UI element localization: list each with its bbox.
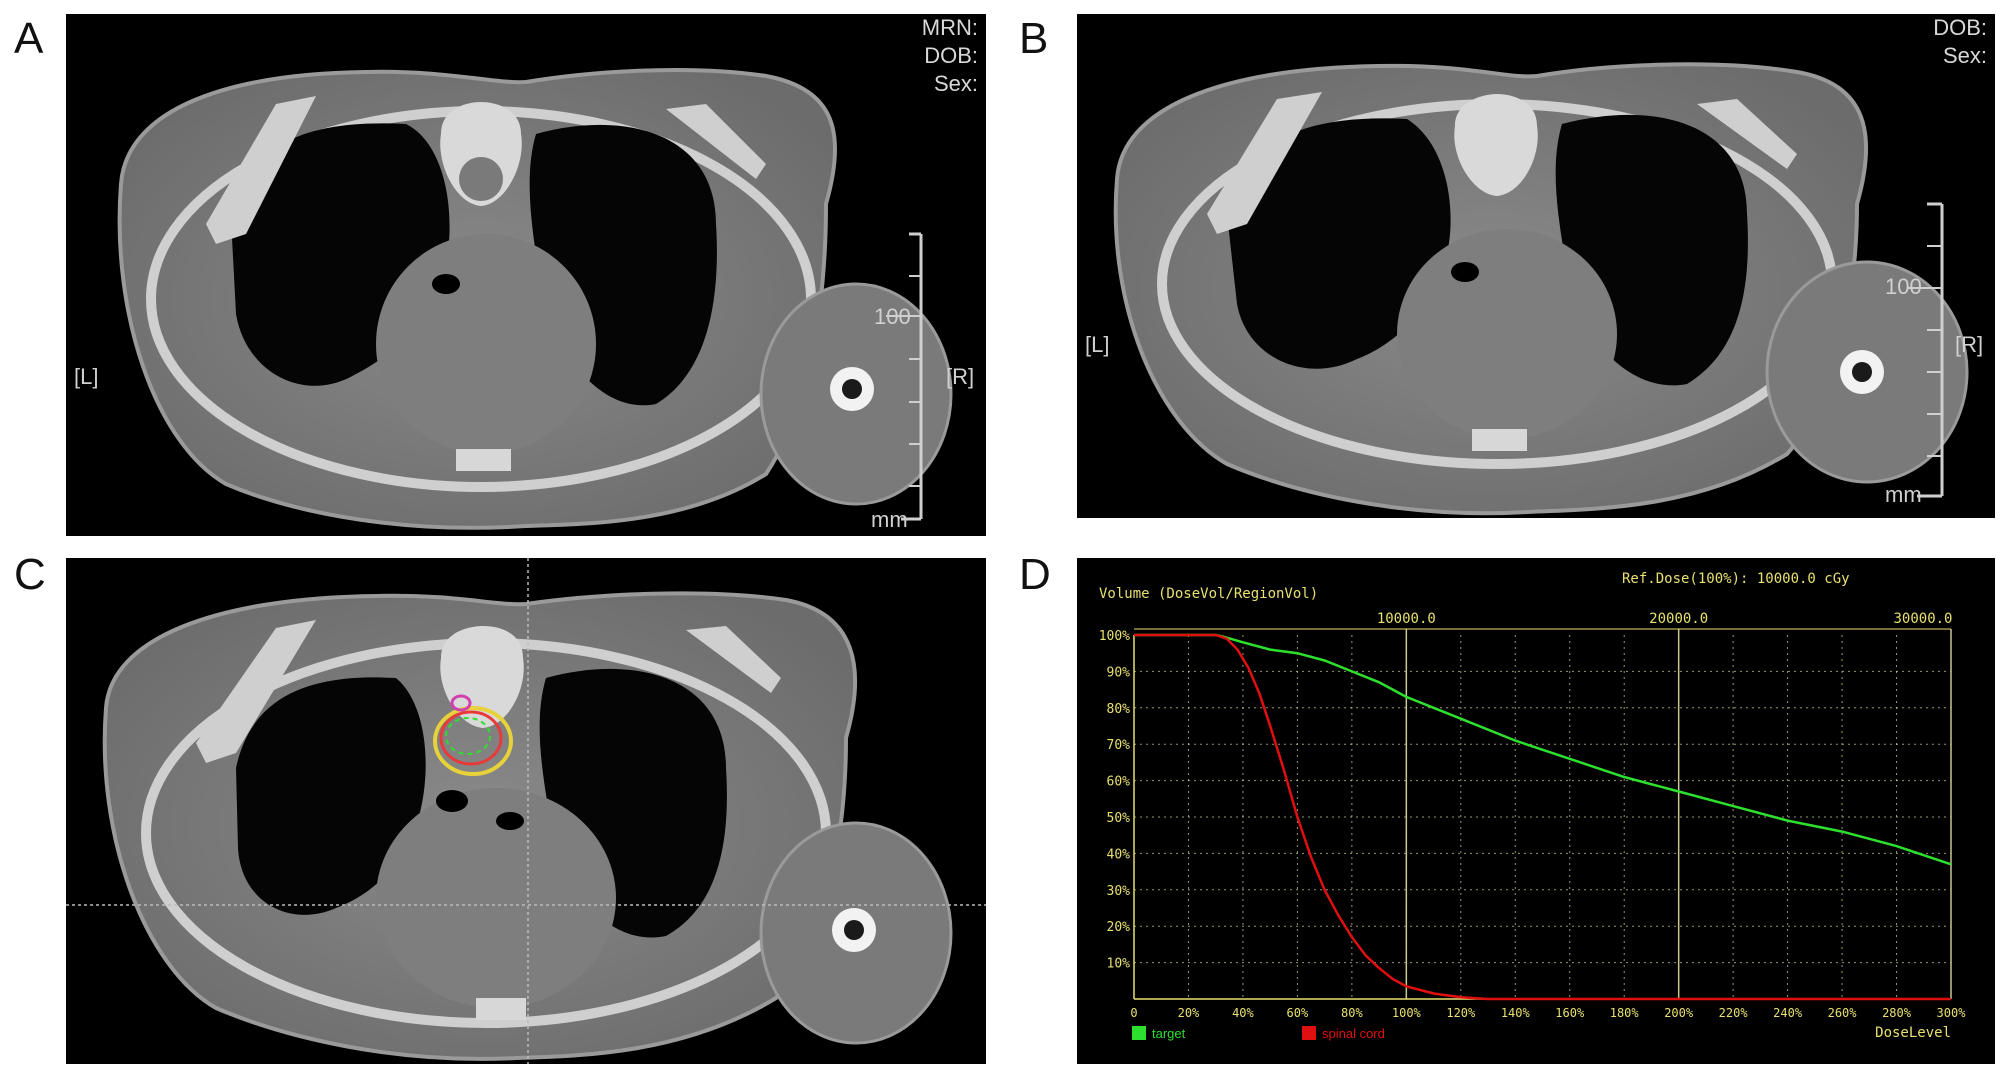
y-tick-label: 10% bbox=[1107, 957, 1131, 972]
left-orientation-marker-a: [L] bbox=[74, 364, 99, 389]
x-tick-label: 60% bbox=[1287, 1006, 1309, 1020]
panel-label-a: A bbox=[14, 14, 44, 63]
ct-panel-a: MRN: DOB: Sex: [L] [R] 100 mm bbox=[66, 14, 986, 536]
x-axis-label: DoseLevel bbox=[1875, 1025, 1951, 1041]
x-tick-label: 280% bbox=[1882, 1006, 1912, 1020]
scale-value-a: 100 bbox=[874, 304, 911, 329]
patient-sex-label-b: Sex: bbox=[1942, 43, 1987, 68]
y-tick-label: 70% bbox=[1107, 738, 1131, 753]
ct-panel-c bbox=[66, 558, 986, 1064]
legend-swatch bbox=[1132, 1026, 1146, 1040]
ct-scan-image-b bbox=[1113, 62, 1969, 516]
y-tick-label: 90% bbox=[1107, 665, 1131, 680]
x-tick-label: 220% bbox=[1719, 1006, 1749, 1020]
ct-panel-b: DOB: Sex: [L] [R] 100 mm bbox=[1077, 14, 1995, 518]
left-orientation-marker-b: [L] bbox=[1085, 332, 1110, 357]
patient-header-a: MRN: DOB: Sex: bbox=[922, 14, 978, 98]
legend-label: target bbox=[1152, 1026, 1186, 1041]
x-tick-label: 100% bbox=[1392, 1006, 1422, 1020]
x-tick-label: 0 bbox=[1130, 1006, 1137, 1020]
scale-value-b: 100 bbox=[1885, 274, 1922, 299]
x-tick-label: 200% bbox=[1664, 1006, 1694, 1020]
panel-label-d: D bbox=[1019, 550, 1051, 599]
y-tick-label: 60% bbox=[1107, 775, 1131, 790]
right-orientation-marker-b: [R] bbox=[1955, 332, 1984, 357]
dvh-chart: Volume (DoseVol/RegionVol) Ref.Dose(100%)… bbox=[1099, 571, 1967, 1041]
x-tick-label: 160% bbox=[1555, 1006, 1585, 1020]
dvh-chart-panel: Volume (DoseVol/RegionVol) Ref.Dose(100%)… bbox=[1077, 558, 1995, 1064]
patient-dob-label-b: DOB: bbox=[1933, 15, 1987, 40]
x-tick-label: 120% bbox=[1446, 1006, 1476, 1020]
y-tick-label: 20% bbox=[1107, 920, 1131, 935]
series-line-spinal-cord bbox=[1134, 633, 1951, 1001]
y-tick-label: 100% bbox=[1099, 629, 1130, 644]
y-tick-label: 80% bbox=[1107, 702, 1131, 717]
scale-unit-b: mm bbox=[1885, 482, 1922, 507]
top-axis-tick-label: 30000.0 bbox=[1893, 611, 1952, 627]
patient-dob-label: DOB: bbox=[924, 43, 978, 68]
x-tick-label: 240% bbox=[1773, 1006, 1803, 1020]
y-tick-label: 40% bbox=[1107, 847, 1131, 862]
x-tick-label: 300% bbox=[1937, 1006, 1967, 1020]
x-tick-label: 180% bbox=[1610, 1006, 1640, 1020]
series-line-target bbox=[1134, 633, 1952, 866]
panel-label-c: C bbox=[14, 550, 46, 599]
scale-unit-a: mm bbox=[871, 507, 908, 532]
legend-swatch bbox=[1302, 1026, 1316, 1040]
ct-scan-image-c bbox=[66, 558, 986, 1064]
x-tick-label: 260% bbox=[1828, 1006, 1858, 1020]
panel-label-b: B bbox=[1019, 14, 1049, 63]
patient-header-b: DOB: Sex: bbox=[1933, 14, 1987, 70]
x-tick-label: 140% bbox=[1501, 1006, 1531, 1020]
patient-mrn-label: MRN: bbox=[921, 15, 978, 40]
ct-scan-image-a bbox=[117, 67, 953, 530]
top-axis-tick-label: 20000.0 bbox=[1649, 611, 1708, 627]
x-tick-label: 20% bbox=[1178, 1006, 1200, 1020]
top-axis-tick-label: 10000.0 bbox=[1377, 611, 1436, 627]
ref-dose-label: Ref.Dose(100%): 10000.0 cGy bbox=[1622, 571, 1850, 587]
y-tick-label: 50% bbox=[1107, 811, 1131, 826]
chart-title: Volume (DoseVol/RegionVol) bbox=[1099, 586, 1318, 602]
y-tick-label: 30% bbox=[1107, 884, 1131, 899]
x-tick-label: 80% bbox=[1341, 1006, 1363, 1020]
x-tick-label: 40% bbox=[1232, 1006, 1254, 1020]
patient-sex-label: Sex: bbox=[933, 71, 978, 96]
legend-label: spinal cord bbox=[1322, 1026, 1385, 1041]
right-orientation-marker-a: [R] bbox=[946, 364, 975, 389]
